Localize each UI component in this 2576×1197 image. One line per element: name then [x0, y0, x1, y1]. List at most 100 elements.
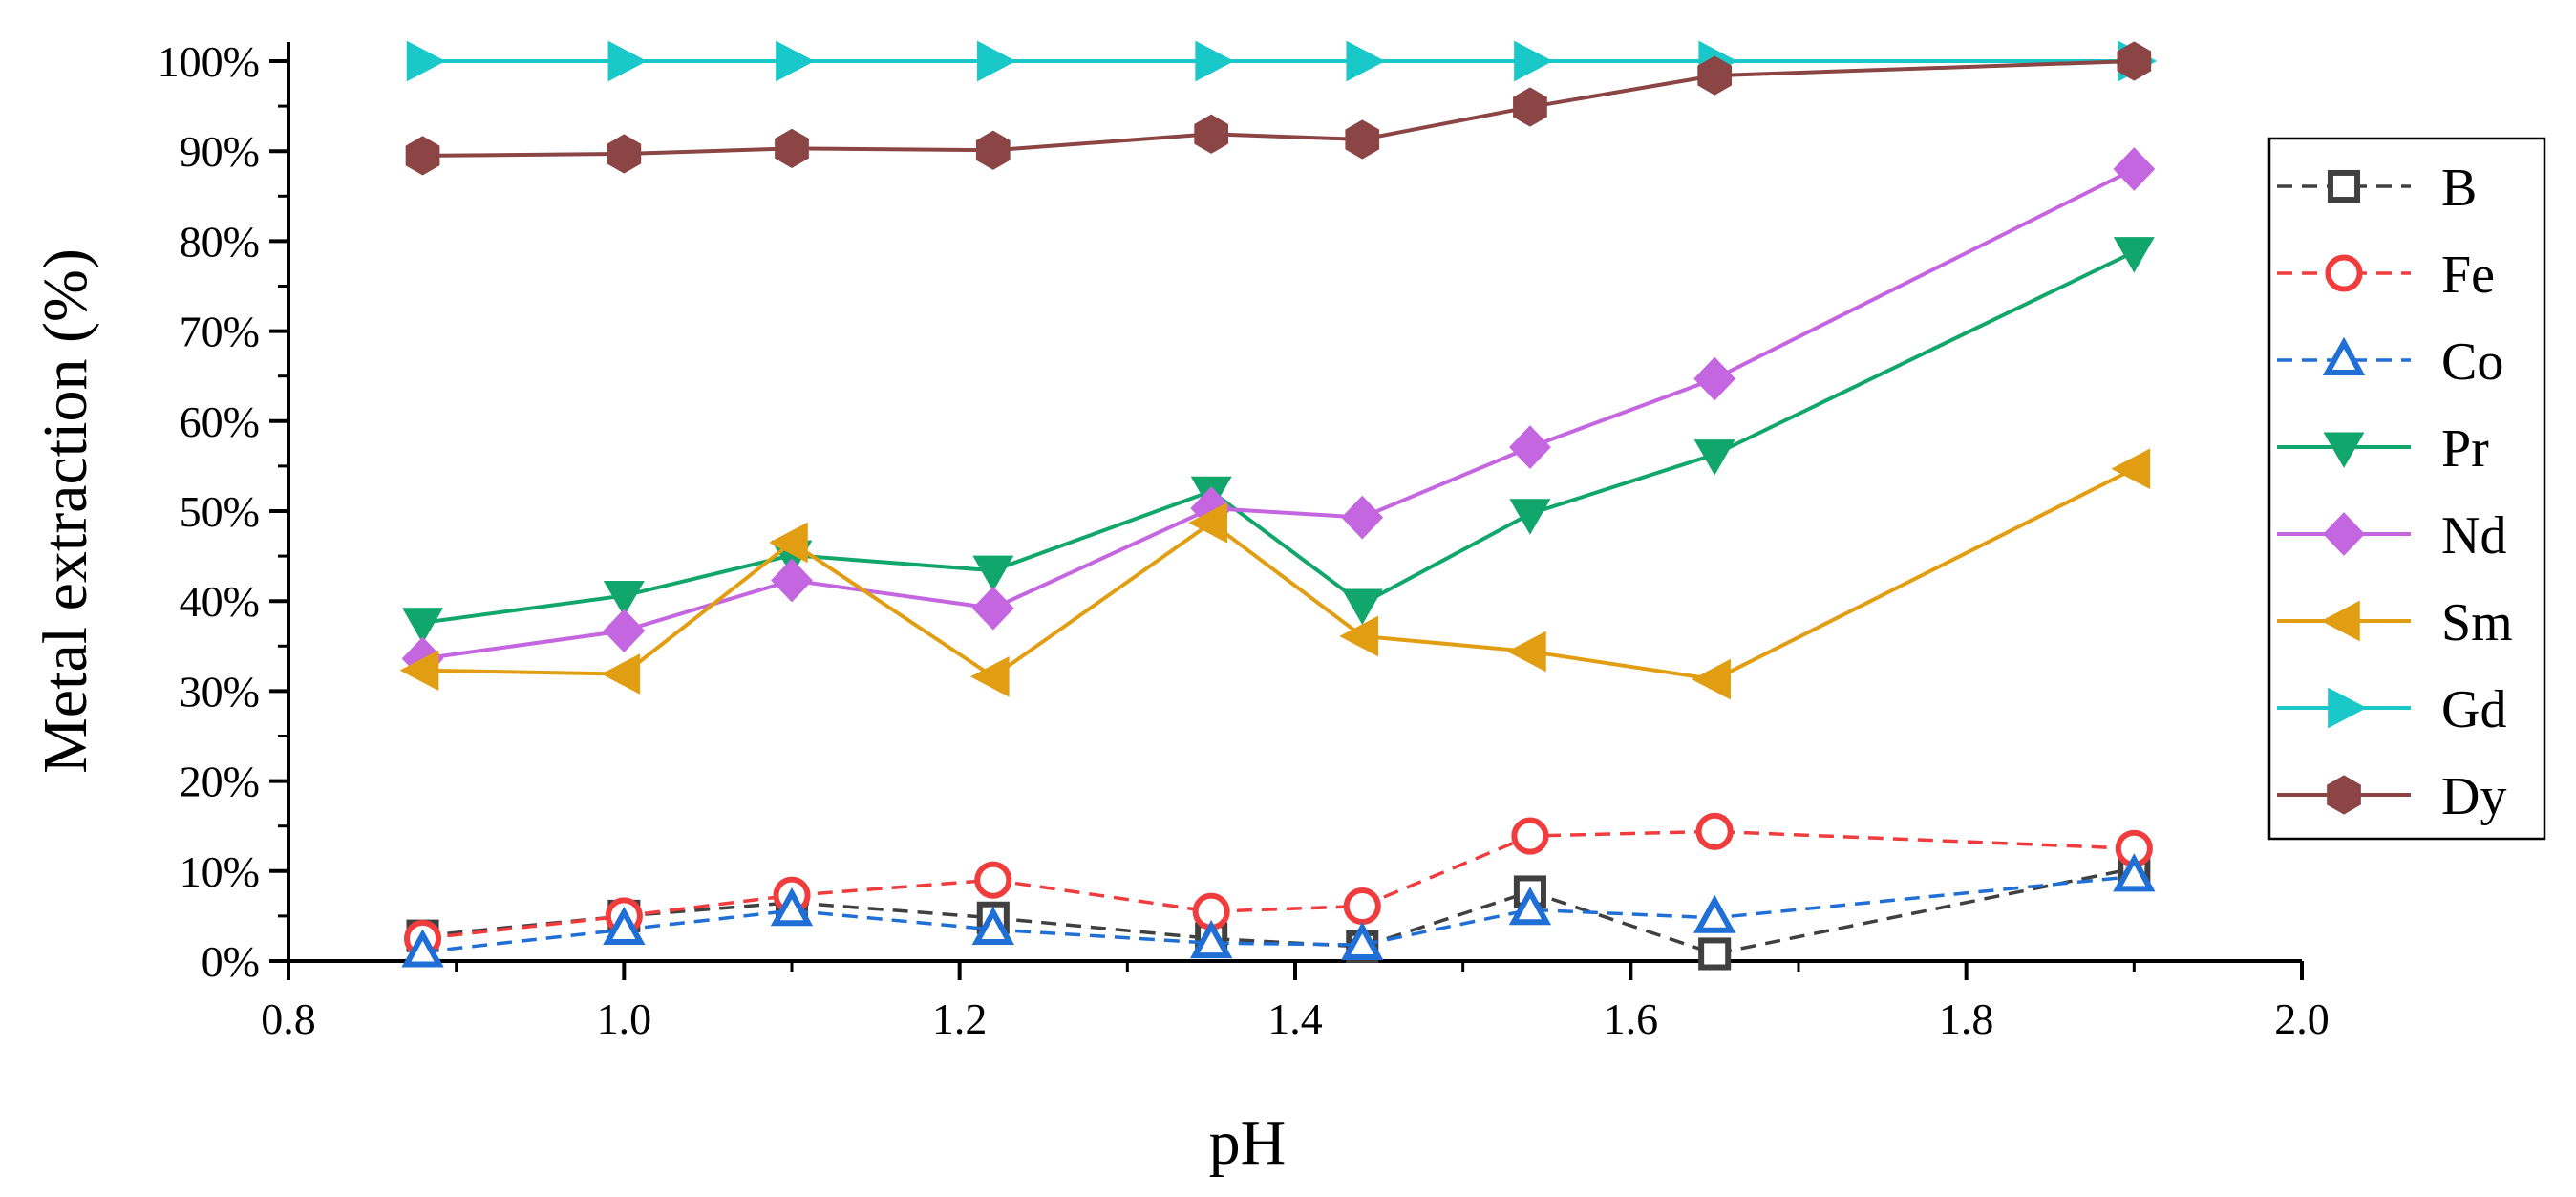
series-line-nd — [422, 167, 2136, 661]
data-point-dy — [775, 128, 809, 169]
legend-item-nd: Nd — [2277, 506, 2506, 566]
legend-box — [2267, 137, 2546, 841]
data-point-b — [1698, 937, 1732, 971]
series-layer — [399, 40, 2158, 971]
series-co — [401, 853, 2156, 968]
data-point-nd — [971, 586, 1014, 631]
data-point-co — [401, 929, 444, 968]
legend: B Fe Co Pr Nd Sm Gd Dy — [2267, 137, 2546, 841]
data-point-dy — [2117, 41, 2152, 81]
data-point-gd — [1346, 40, 1386, 82]
y-tick-label: 70% — [180, 308, 260, 356]
x-tick-label: 1.4 — [1267, 994, 1323, 1043]
data-point-fe — [1343, 887, 1381, 926]
legend-label: Co — [2441, 332, 2503, 392]
legend-item-b: B — [2277, 159, 2477, 218]
data-point-dy — [1194, 114, 1229, 154]
legend-marker-co — [2322, 336, 2366, 375]
legend-marker-gd — [2328, 687, 2367, 729]
series-gd — [406, 40, 2158, 82]
series-pr — [402, 237, 2155, 644]
y-tick-label: 50% — [180, 487, 260, 536]
data-point-sm — [1507, 631, 1546, 673]
series-line-dy — [422, 59, 2135, 158]
legend-label: Pr — [2441, 419, 2489, 479]
data-point-gd — [607, 40, 648, 82]
axes: 0.8 1.0 1.2 1.4 1.6 1.8 2.0 0% 10% 20% 30% 40% 50% 60… — [158, 37, 2330, 1043]
x-tick-label: 1.6 — [1604, 994, 1659, 1043]
data-point-nd — [1509, 425, 1551, 469]
y-tick-label: 0% — [202, 937, 260, 986]
data-point-fe — [974, 861, 1012, 899]
data-point-dy — [1697, 55, 1733, 96]
legend-marker-pr — [2323, 432, 2365, 468]
data-point-pr — [1509, 499, 1551, 535]
data-point-co — [603, 906, 646, 945]
data-point-pr — [402, 608, 444, 644]
x-tick-label: 1.0 — [597, 994, 652, 1043]
x-axis-title: pH — [1209, 1108, 1287, 1178]
data-point-dy — [975, 130, 1011, 170]
data-point-fe — [1511, 817, 1549, 855]
data-point-gd — [1514, 40, 1553, 82]
data-point-nd — [771, 558, 813, 603]
x-tick-label: 1.8 — [1939, 994, 1994, 1043]
data-point-sm — [769, 522, 808, 564]
data-point-sm — [1188, 502, 1227, 544]
data-point-pr — [1693, 439, 1735, 476]
y-tick-label: 20% — [180, 758, 260, 806]
y-tick-label: 10% — [180, 847, 260, 896]
data-point-nd — [603, 609, 646, 653]
series-line-pr — [422, 249, 2136, 625]
data-point-nd — [2113, 147, 2156, 191]
data-point-co — [971, 906, 1014, 945]
legend-marker-sm — [2321, 600, 2360, 642]
legend-label: Dy — [2441, 767, 2506, 826]
legend-item-gd: Gd — [2277, 680, 2506, 739]
legend-marker-fe — [2325, 254, 2363, 292]
legend-marker-dy — [2327, 775, 2361, 815]
y-axis-title: Metal extraction (%) — [31, 248, 100, 774]
data-point-gd — [1195, 40, 1235, 82]
y-tick-label: 80% — [180, 217, 260, 266]
y-tick-label: 100% — [158, 37, 260, 86]
data-point-pr — [2113, 237, 2155, 273]
series-line-sm — [422, 466, 2136, 682]
data-point-pr — [1341, 588, 1383, 625]
series-line-co — [422, 874, 2135, 954]
data-point-co — [1189, 919, 1233, 959]
data-point-pr — [603, 581, 645, 617]
legend-label: Gd — [2441, 680, 2506, 739]
data-point-sm — [399, 650, 439, 692]
series-nd — [401, 147, 2156, 681]
data-point-sm — [2111, 448, 2151, 490]
y-tick-label: 30% — [180, 667, 260, 716]
data-point-co — [1341, 921, 1384, 961]
data-point-sm — [601, 653, 641, 695]
data-point-co — [2113, 853, 2156, 892]
legend-marker-b — [2327, 169, 2361, 203]
data-point-co — [770, 887, 814, 927]
data-point-gd — [977, 40, 1016, 82]
data-point-dy — [1345, 119, 1380, 160]
legend-item-dy: Dy — [2277, 767, 2506, 826]
y-tick-label: 60% — [180, 397, 260, 446]
legend-marker-nd — [2323, 512, 2365, 556]
data-point-sm — [1692, 658, 1731, 700]
series-line-b — [422, 866, 2135, 956]
legend-label: B — [2441, 159, 2477, 218]
series-line-fe — [422, 829, 2135, 941]
legend-label: Fe — [2441, 246, 2495, 305]
data-point-co — [1692, 894, 1736, 933]
data-point-nd — [1341, 495, 1384, 540]
legend-label: Sm — [2441, 593, 2513, 652]
data-point-gd — [406, 40, 446, 82]
legend-item-pr: Pr — [2277, 419, 2489, 479]
data-point-co — [1508, 887, 1552, 926]
data-point-dy — [1513, 87, 1547, 127]
data-point-dy — [607, 134, 642, 174]
legend-item-co: Co — [2277, 332, 2503, 392]
series-dy — [405, 41, 2152, 176]
x-tick-label: 2.0 — [2274, 994, 2330, 1043]
